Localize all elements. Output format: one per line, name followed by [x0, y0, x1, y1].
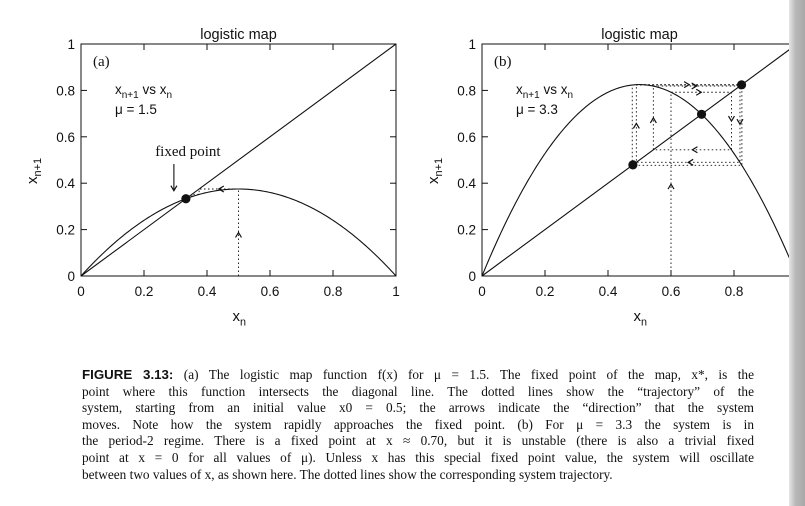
x-tick-label: 0.8: [324, 284, 343, 299]
x-tick-label: 0.8: [725, 284, 744, 299]
page-edge-shadow: [789, 0, 805, 506]
y-axis-label: xn+1: [24, 158, 44, 184]
x-tick-label: 0.2: [536, 284, 555, 299]
trajectory-arrow: [736, 118, 744, 126]
x-tick-label: 0.6: [662, 284, 681, 299]
y-tick-label: 0.2: [457, 223, 476, 238]
x-tick-label: 0: [77, 284, 85, 299]
fixed-point-marker: [628, 160, 638, 170]
trajectory-arrow: [217, 185, 225, 193]
trajectory-arrow: [687, 158, 694, 166]
caption-line: point at x = 0 for all values of μ). Unl…: [82, 449, 754, 465]
fixed-point-marker: [736, 80, 747, 90]
trajectory-path: [187, 188, 239, 276]
panel-label: (a): [93, 54, 110, 70]
y-axis-label-group: xn+1: [24, 158, 44, 184]
panel-label: (b): [494, 54, 512, 70]
x-tick-label: 0.4: [599, 284, 618, 299]
x-tick-label: 0.6: [261, 284, 280, 299]
caption-line: (a) The logistic map function f(x) for μ…: [173, 367, 754, 382]
trajectory-arrow: [727, 115, 735, 123]
logistic-curve: [481, 84, 798, 277]
caption-line: moves. Note how the system rapidly appro…: [82, 416, 754, 432]
caption-label: FIGURE 3.13:: [82, 367, 174, 382]
trajectory-arrow: [234, 231, 243, 238]
trajectory-arrow: [691, 146, 698, 154]
trajectory-arrow: [695, 88, 703, 96]
y-tick-label: 0: [67, 269, 75, 284]
diagonal-line: [80, 43, 397, 277]
trajectory-arrow: [683, 81, 691, 89]
y-axis-label-group: xn+1: [425, 158, 445, 184]
y-tick-label: 0.2: [56, 223, 75, 238]
y-tick-label: 0.6: [457, 130, 476, 145]
fixed-point-annotation: fixed point: [155, 144, 221, 160]
y-tick-label: 0: [468, 269, 476, 284]
legend-text: xn+1 vs xn: [115, 82, 172, 101]
trajectory-path: [631, 84, 743, 276]
y-tick-label: 0.8: [56, 83, 75, 98]
figure-caption: FIGURE 3.13: (a) The logistic map functi…: [82, 367, 754, 483]
y-tick-label: 1: [468, 37, 476, 52]
diagonal-line: [481, 43, 798, 277]
trajectory-arrow: [667, 182, 675, 190]
y-tick-label: 0.6: [56, 130, 75, 145]
fixed-point-marker: [181, 194, 191, 204]
x-axis-label: xn: [233, 308, 247, 329]
trajectory-arrow: [691, 82, 698, 90]
caption-line: the period-2 regime. There is a fixed po…: [82, 433, 754, 449]
caption-line: system, starting from an initial value x…: [82, 400, 754, 416]
x-tick-label: 0.2: [135, 284, 154, 299]
caption-line: between two values of x, as shown here. …: [82, 466, 613, 482]
logistic-curve: [80, 188, 397, 277]
x-tick-label: 1: [392, 284, 400, 299]
y-tick-label: 0.8: [457, 83, 476, 98]
parameter-text: μ = 1.5: [115, 102, 157, 117]
y-tick-label: 0.4: [457, 176, 476, 191]
x-tick-label: 0.4: [198, 284, 217, 299]
legend-text: xn+1 vs xn: [516, 82, 573, 101]
x-tick-label: 0: [478, 284, 486, 299]
fixed-point-marker: [696, 109, 707, 119]
y-tick-label: 1: [67, 37, 75, 52]
chart-title: logistic map: [601, 27, 678, 43]
x-axis-label: xn: [634, 308, 648, 329]
trajectory-arrow: [632, 122, 640, 129]
y-axis-label: xn+1: [425, 158, 445, 184]
caption-line: point where this function intersects the…: [82, 383, 754, 399]
trajectory-arrow: [649, 116, 657, 124]
y-tick-label: 0.4: [56, 176, 75, 191]
parameter-text: μ = 3.3: [516, 102, 558, 117]
chart-title: logistic map: [200, 27, 277, 43]
trajectory-arrow: [170, 185, 178, 192]
